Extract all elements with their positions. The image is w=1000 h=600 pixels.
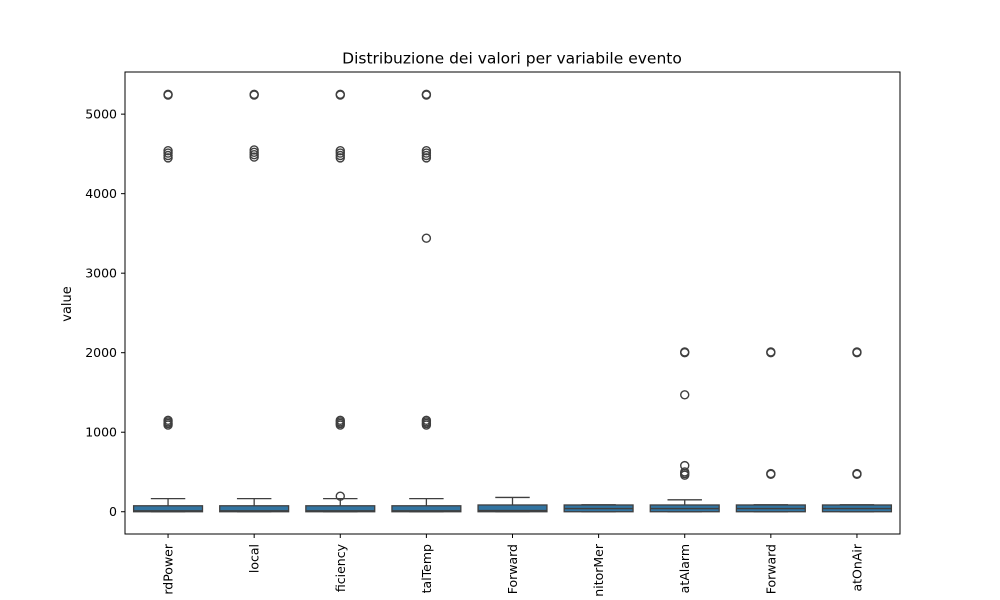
outlier-point bbox=[680, 390, 690, 400]
x-tick-label: atOnAir bbox=[849, 543, 864, 591]
y-tick-label: 0 bbox=[109, 504, 117, 519]
outlier-point bbox=[335, 89, 345, 99]
x-tick-label: Forward bbox=[763, 544, 778, 594]
outlier-point bbox=[249, 89, 259, 99]
box-group bbox=[563, 504, 634, 513]
outlier-point bbox=[766, 347, 776, 357]
outlier-point bbox=[163, 89, 173, 99]
x-tick-label: local bbox=[247, 544, 262, 573]
box-iqr bbox=[132, 505, 204, 513]
box-group bbox=[219, 89, 290, 513]
outlier-point bbox=[421, 146, 432, 156]
outlier-point bbox=[680, 467, 690, 477]
box-group bbox=[305, 89, 376, 513]
outlier-point bbox=[163, 415, 173, 425]
outlier-point bbox=[249, 145, 259, 155]
box-iqr bbox=[477, 504, 548, 513]
outlier-point bbox=[852, 347, 862, 357]
box-iqr bbox=[305, 505, 376, 513]
box-group bbox=[477, 496, 548, 513]
outlier-point bbox=[421, 233, 432, 243]
outlier-point bbox=[680, 347, 690, 357]
outlier-point bbox=[335, 491, 345, 501]
y-tick-label: 2000 bbox=[85, 345, 117, 360]
outlier-point bbox=[335, 146, 345, 156]
y-tick-label: 1000 bbox=[85, 425, 117, 440]
outlier-point bbox=[852, 468, 862, 479]
box-group bbox=[132, 89, 204, 513]
box-series bbox=[132, 89, 893, 513]
y-axis-ticks: 0 1000 2000 3000 4000 5000 bbox=[85, 107, 125, 519]
x-tick-label: nitorMer bbox=[591, 543, 606, 597]
x-axis-ticks: rdPower local ficiency talTemp Forward nitorM… bbox=[161, 534, 864, 597]
chart-title: Distribuzione dei valori per variabile e… bbox=[342, 50, 682, 68]
y-axis-label: value bbox=[60, 286, 75, 322]
outlier-point bbox=[680, 460, 690, 471]
outlier-point bbox=[421, 415, 432, 425]
y-tick-label: 5000 bbox=[85, 107, 117, 122]
x-tick-label: Forward bbox=[505, 544, 520, 594]
box-group bbox=[735, 347, 806, 513]
box-group bbox=[391, 89, 462, 513]
y-tick-label: 3000 bbox=[85, 266, 117, 281]
y-tick-label: 4000 bbox=[85, 186, 117, 201]
x-tick-label: atAlarm bbox=[677, 544, 692, 593]
x-tick-label: rdPower bbox=[161, 543, 176, 595]
outlier-point bbox=[163, 146, 173, 156]
outlier-point bbox=[766, 468, 776, 479]
box-group bbox=[821, 347, 893, 513]
plot-frame bbox=[124, 71, 901, 535]
x-tick-label: talTemp bbox=[419, 544, 434, 593]
x-tick-label: ficiency bbox=[333, 543, 348, 592]
outlier-point bbox=[421, 89, 432, 99]
box-group bbox=[649, 347, 720, 513]
box-iqr bbox=[219, 505, 290, 513]
box-iqr bbox=[391, 505, 462, 513]
outlier-point bbox=[335, 415, 345, 425]
